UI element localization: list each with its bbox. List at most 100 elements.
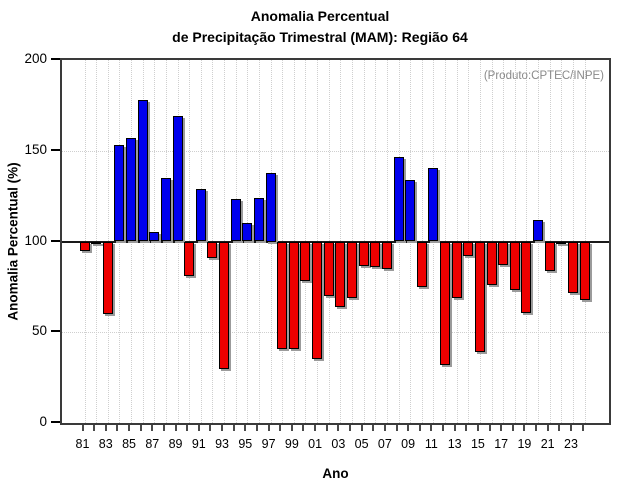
bar-89 [172, 116, 183, 242]
plot-area: (Produto:CPTEC/INPE) [60, 58, 611, 425]
bar-13 [451, 241, 462, 298]
x-tick [290, 425, 293, 431]
x-tick [337, 425, 340, 431]
x-tick [360, 425, 363, 431]
horizontal-gridline [62, 150, 609, 152]
x-tick-label-17: 17 [494, 437, 509, 451]
x-tick [255, 425, 258, 431]
x-tick [500, 425, 503, 431]
horizontal-gridline [62, 332, 609, 334]
x-tick [197, 425, 200, 431]
bar-19 [521, 241, 532, 314]
x-tick-label-87: 87 [145, 437, 160, 451]
bar-11 [428, 167, 439, 242]
bar-98 [277, 241, 288, 349]
x-tick [407, 425, 410, 431]
x-tick [116, 425, 119, 431]
bar-00 [300, 241, 311, 281]
y-tick [51, 239, 60, 242]
x-tick [151, 425, 154, 431]
y-tick-label-150: 150 [24, 141, 47, 157]
bar-08 [393, 157, 404, 242]
bar-04 [346, 241, 357, 298]
bar-16 [486, 241, 497, 286]
x-tick-label-23: 23 [564, 437, 578, 451]
x-tick [348, 425, 351, 431]
x-tick [453, 425, 456, 431]
x-tick [523, 425, 526, 431]
bar-05 [358, 241, 369, 266]
x-tick-label-01: 01 [308, 437, 323, 451]
x-tick [128, 425, 131, 431]
chart-title-line1: Anomalia Percentual [250, 8, 390, 24]
x-tick [581, 425, 584, 431]
bar-87 [149, 232, 160, 242]
x-tick [476, 425, 479, 431]
producer-note: (Produto:CPTEC/INPE) [483, 70, 604, 82]
y-tick [51, 421, 60, 423]
x-tick [488, 425, 491, 431]
x-tick [186, 425, 189, 431]
x-tick [209, 425, 212, 431]
x-tick [314, 425, 317, 431]
x-tick-label-21: 21 [540, 437, 555, 451]
x-axis-title: Ano [322, 466, 349, 481]
chart-title: Anomalia Percentual de Precipitação Trim… [0, 6, 640, 48]
x-tick [221, 425, 224, 431]
x-tick-label-05: 05 [354, 437, 369, 451]
x-tick-label-11: 11 [424, 437, 438, 451]
bar-94 [230, 198, 241, 242]
x-tick-label-89: 89 [168, 437, 183, 451]
x-tick [442, 425, 445, 431]
x-tick [279, 425, 282, 431]
bar-03 [335, 241, 346, 307]
x-tick-label-81: 81 [75, 437, 90, 451]
x-tick-label-19: 19 [517, 437, 532, 451]
x-tick-label-99: 99 [284, 437, 299, 451]
x-tick-label-85: 85 [122, 437, 136, 451]
bar-85 [126, 138, 137, 242]
x-tick-label-13: 13 [447, 437, 462, 451]
bar-93 [219, 241, 230, 369]
x-tick-label-07: 07 [377, 437, 392, 451]
y-tick-label-100: 100 [24, 232, 47, 248]
bar-14 [463, 241, 474, 257]
bar-86 [137, 99, 148, 242]
chart-title-line2: de Precipitação Trimestral (MAM): Região… [172, 29, 468, 45]
x-tick-label-15: 15 [470, 437, 485, 451]
y-tick-label-50: 50 [31, 323, 47, 339]
x-tick [395, 425, 398, 431]
x-tick [546, 425, 549, 431]
bar-81 [79, 241, 90, 251]
bar-12 [440, 241, 451, 365]
bar-23 [567, 241, 578, 294]
bar-88 [160, 177, 171, 242]
x-tick-label-09: 09 [401, 437, 416, 451]
x-tick [302, 425, 305, 431]
x-tick-label-03: 03 [331, 437, 346, 451]
x-tick [232, 425, 235, 431]
x-tick [535, 425, 538, 431]
x-tick-label-95: 95 [238, 437, 253, 451]
bar-84 [114, 145, 125, 242]
x-tick [93, 425, 96, 431]
x-tick [325, 425, 328, 431]
x-tick-label-83: 83 [98, 437, 113, 451]
y-tick-label-200: 200 [24, 51, 47, 66]
bar-90 [184, 241, 195, 276]
x-tick [244, 425, 247, 431]
y-tick-label-0: 0 [39, 414, 47, 429]
bar-99 [288, 241, 299, 349]
x-tick [418, 425, 421, 431]
x-tick [162, 425, 165, 431]
bar-82 [91, 241, 102, 244]
x-tick [104, 425, 107, 431]
bar-20 [533, 219, 544, 242]
y-tick [51, 330, 60, 333]
y-tick [51, 148, 60, 151]
x-tick-label-93: 93 [215, 437, 229, 451]
bar-15 [474, 241, 485, 353]
y-tick [51, 58, 60, 60]
x-tick [383, 425, 386, 431]
y-axis-title: Anomalia Percentual (%) [5, 162, 21, 321]
